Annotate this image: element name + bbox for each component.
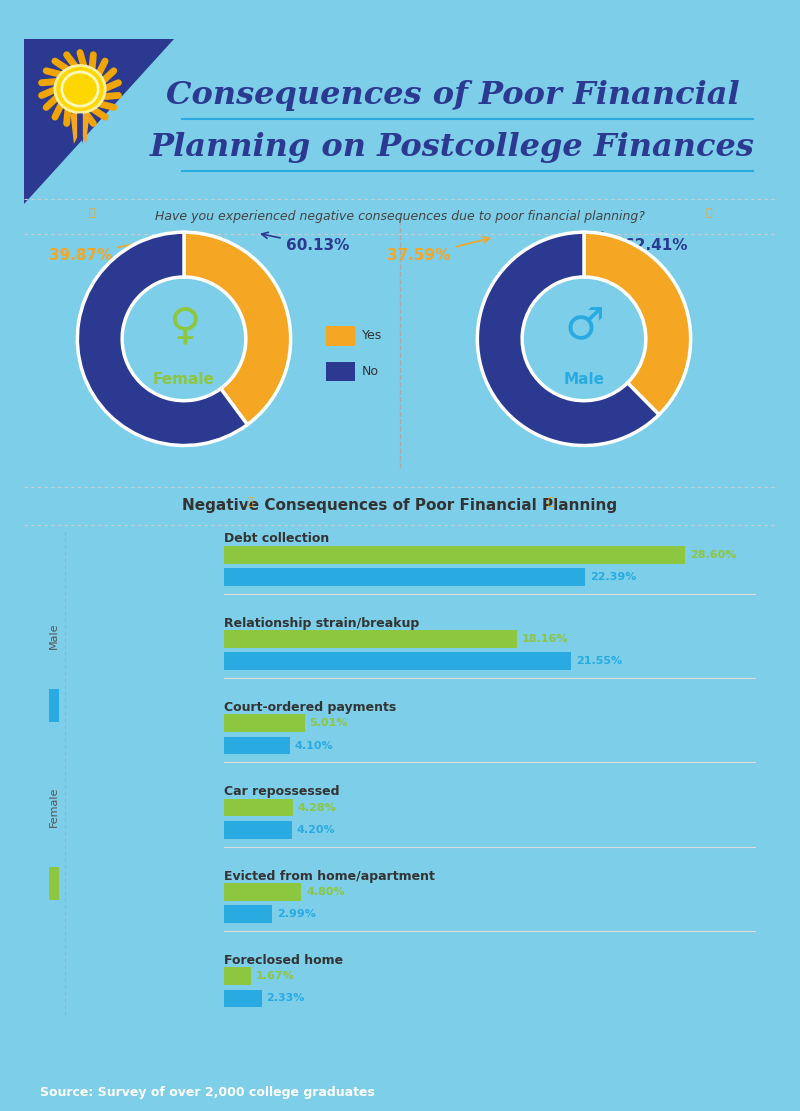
Bar [224,737,290,754]
Text: Yes: Yes [362,329,382,342]
Wedge shape [78,232,247,446]
Text: 🌾: 🌾 [547,497,554,507]
Text: 4.20%: 4.20% [297,824,335,834]
Text: 21.55%: 21.55% [576,657,622,667]
Text: Male: Male [49,622,59,649]
Text: 60.13%: 60.13% [262,232,349,253]
Bar [224,799,293,817]
Wedge shape [478,232,659,446]
Bar [224,883,302,901]
Polygon shape [24,39,174,204]
Text: 🌾: 🌾 [88,209,95,219]
Text: Court-ordered payments: Court-ordered payments [224,701,396,714]
Bar [224,714,305,732]
Text: ♂: ♂ [564,304,604,348]
Text: Negative Consequences of Poor Financial Planning: Negative Consequences of Poor Financial … [182,499,618,513]
Text: 5.01%: 5.01% [310,718,348,728]
Text: 4.10%: 4.10% [295,741,334,751]
Text: 🌾: 🌾 [246,497,253,507]
Text: 4.80%: 4.80% [306,887,345,897]
Bar [224,905,272,923]
Bar [49,689,59,722]
Polygon shape [77,113,83,144]
Text: 🌾: 🌾 [705,209,712,219]
Circle shape [62,72,98,107]
Bar [224,568,585,585]
Text: 22.39%: 22.39% [590,572,636,582]
Bar [224,821,292,839]
Text: 1.67%: 1.67% [256,971,294,981]
Wedge shape [184,232,290,424]
Text: Male: Male [563,372,605,387]
Text: 62.41%: 62.41% [596,232,687,253]
Text: Relationship strain/breakup: Relationship strain/breakup [224,617,419,630]
Text: Female: Female [49,787,59,827]
Bar [224,652,571,670]
Text: Evicted from home/apartment: Evicted from home/apartment [224,870,435,882]
Text: 2.33%: 2.33% [266,993,305,1003]
Text: 4.28%: 4.28% [298,802,337,812]
Bar [326,361,354,381]
Text: 39.87%: 39.87% [49,237,158,263]
Bar [224,546,685,563]
Text: 28.60%: 28.60% [690,550,736,560]
Bar [224,968,251,985]
Text: No: No [362,364,379,378]
Text: Have you experienced negative consequences due to poor financial planning?: Have you experienced negative consequenc… [155,210,645,223]
Polygon shape [70,113,90,144]
Text: Female: Female [153,372,215,387]
Text: Consequences of Poor Financial: Consequences of Poor Financial [166,80,739,111]
Text: 37.59%: 37.59% [387,237,490,263]
Text: Source: Survey of over 2,000 college graduates: Source: Survey of over 2,000 college gra… [40,1085,375,1099]
Bar [49,867,59,900]
Text: 18.16%: 18.16% [522,634,568,644]
Text: Foreclosed home: Foreclosed home [224,954,343,967]
Text: Debt collection: Debt collection [224,532,330,546]
Bar [224,990,262,1008]
Text: ♀: ♀ [168,304,200,348]
Wedge shape [584,232,690,414]
Text: 2.99%: 2.99% [277,909,316,919]
Bar [224,630,517,648]
Circle shape [55,66,105,112]
Text: Car repossessed: Car repossessed [224,785,339,798]
Text: Planning on Postcollege Finances: Planning on Postcollege Finances [150,132,755,163]
Bar [326,326,354,346]
